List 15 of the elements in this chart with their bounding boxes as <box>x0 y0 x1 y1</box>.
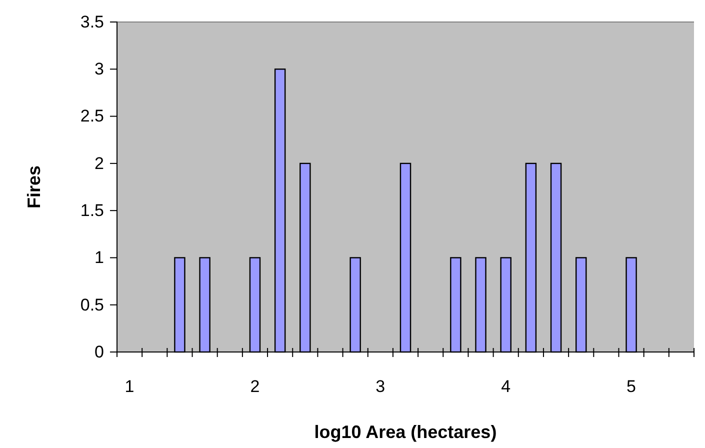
x-tick-label: 2 <box>250 377 260 396</box>
y-tick-label: 2 <box>94 154 104 173</box>
y-tick-label: 3.5 <box>80 12 104 32</box>
y-tick-label: 0.5 <box>80 295 104 314</box>
x-tick-label: 3 <box>376 377 386 396</box>
y-axis-title: Fires <box>24 165 44 209</box>
y-tick-label: 0 <box>94 342 104 362</box>
y-tick-label: 2.5 <box>80 106 104 126</box>
x-tick-label: 1 <box>124 377 134 396</box>
x-tick-label: 5 <box>626 377 636 396</box>
y-tick-label: 3 <box>94 60 104 79</box>
y-tick-label: 1 <box>94 248 104 268</box>
x-tick-label: 4 <box>501 377 511 396</box>
x-axis-title: log10 Area (hectares) <box>314 422 497 442</box>
y-tick-label: 1.5 <box>80 201 104 220</box>
